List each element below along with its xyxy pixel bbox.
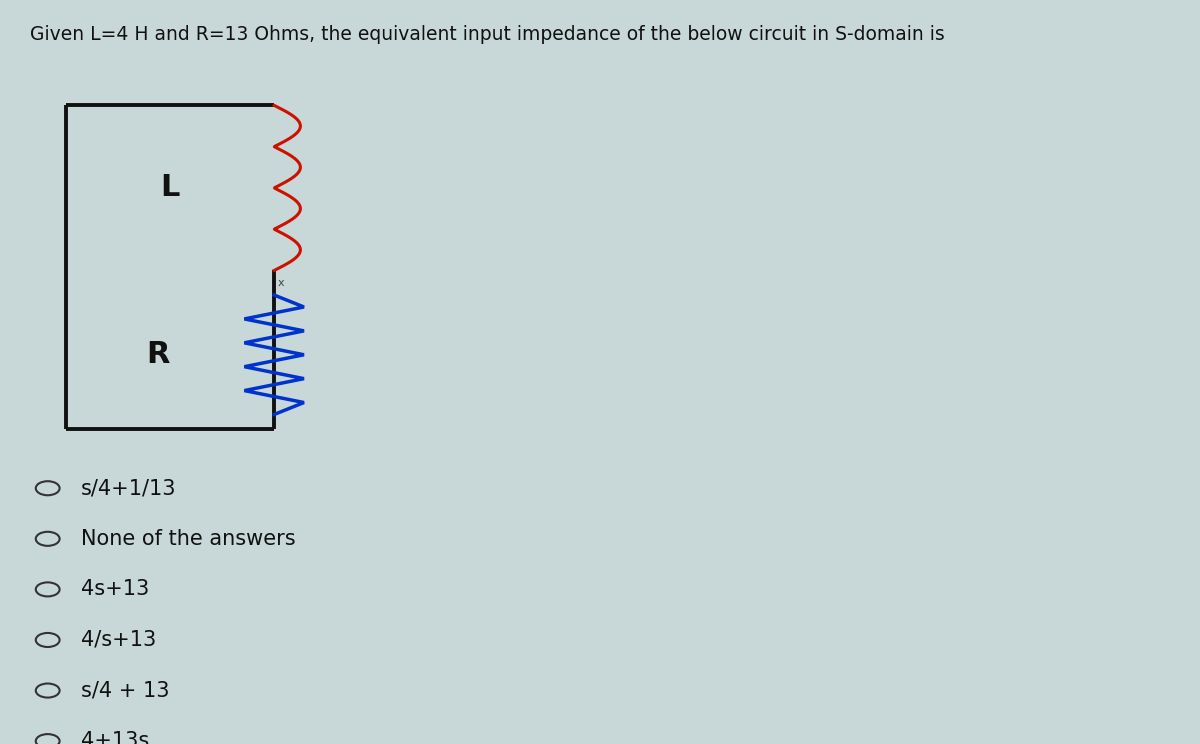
- Text: s/4 + 13: s/4 + 13: [82, 681, 169, 701]
- Text: 4s+13: 4s+13: [82, 580, 149, 600]
- Text: None of the answers: None of the answers: [82, 529, 295, 549]
- Text: 4+13s: 4+13s: [82, 731, 149, 744]
- Text: Given L=4 H and R=13 Ohms, the equivalent input impedance of the below circuit i: Given L=4 H and R=13 Ohms, the equivalen…: [30, 25, 944, 44]
- Text: L: L: [160, 173, 180, 202]
- Text: x: x: [277, 278, 284, 288]
- Text: R: R: [146, 340, 169, 369]
- Text: s/4+1/13: s/4+1/13: [82, 478, 176, 498]
- Text: 4/s+13: 4/s+13: [82, 630, 156, 650]
